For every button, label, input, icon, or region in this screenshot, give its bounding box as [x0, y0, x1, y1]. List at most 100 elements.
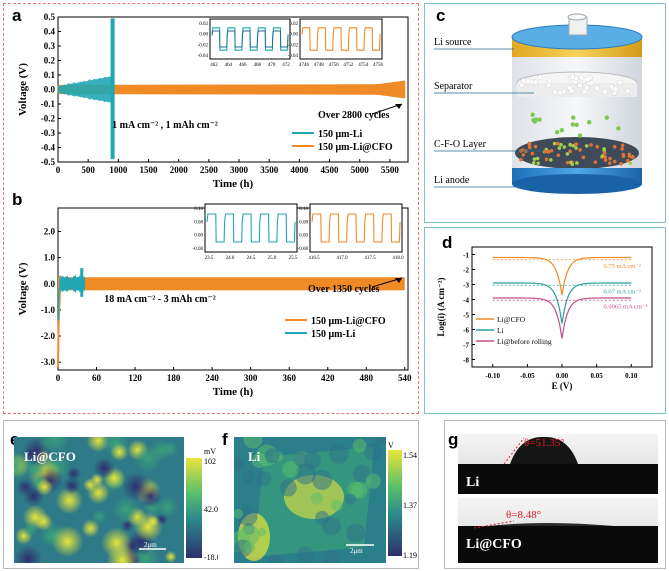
inset-x-tick-label: 417.5 [364, 256, 376, 261]
cfo-layer [515, 137, 639, 169]
cfo-particle [602, 148, 607, 153]
ion-particle [587, 120, 592, 125]
cfo-particle [612, 159, 617, 164]
x-tick-label: 480 [360, 373, 374, 383]
inset-y-tick-label: -0.02 [288, 43, 299, 48]
cfo-particle [521, 153, 526, 157]
y-tick-label: 0.3 [44, 41, 56, 51]
kpfm-map-li: Li 2μm [234, 437, 386, 563]
ion-particle [571, 115, 576, 120]
y-axis-label: Log(i) (A cm⁻²) [436, 278, 446, 337]
inset-x-tick-label: 464 [225, 63, 233, 68]
map-e-domain [93, 457, 116, 480]
y-tick-label: 0.5 [44, 12, 56, 22]
map-f-domain [268, 554, 283, 563]
cycles-annotation: Over 2800 cycles [318, 110, 390, 121]
inset-x-tick-label: 4756 [373, 63, 384, 68]
y-axis-label: Voltage (V) [17, 262, 29, 315]
ion-particle [532, 119, 538, 124]
y-tick-label: -7 [463, 342, 469, 350]
condition-label: 1 mA cm⁻² , 1 mAh cm⁻² [112, 120, 218, 131]
inset-y-tick-label: -0.08 [193, 247, 204, 252]
inset-x-tick-label: 418.0 [392, 256, 404, 261]
cfo-particle [621, 154, 626, 158]
map-f-domain [329, 443, 350, 464]
label-cfo-layer: C-F-O Layer [434, 139, 487, 150]
x-axis-label: E (V) [552, 381, 573, 391]
cfo-particle [620, 147, 624, 151]
y-tick-label: -1.0 [41, 305, 56, 315]
map-f-domain [257, 527, 267, 537]
separator-particle [569, 74, 576, 80]
inset-x-tick-label: 25.5 [289, 256, 298, 261]
separator-particle [588, 80, 594, 86]
map-f-domain [242, 471, 255, 484]
legend-label: Li@before rolling [497, 337, 552, 346]
inset-x-tick-label: 25.0 [268, 256, 277, 261]
y-tick-label: 2.0 [44, 227, 56, 237]
y-tick-label: 0.0 [44, 279, 56, 289]
ion-particle [570, 122, 575, 127]
x-tick-label: 120 [128, 373, 142, 383]
map-f-domain [237, 506, 258, 527]
inset-x-tick-label: 417.0 [336, 256, 348, 261]
cfo-particle [565, 152, 570, 156]
ion-particle [616, 126, 621, 131]
inset-y-tick-label: 0.00 [199, 33, 208, 38]
label-li-source: Li source [434, 37, 472, 48]
x-tick-label: 2000 [170, 165, 189, 175]
colorbar-f-min: 1.19 [403, 551, 417, 560]
map-f-domain [331, 499, 343, 512]
cfo-particle [528, 145, 532, 150]
terminal-top [567, 13, 587, 21]
tafel-curve-0 [492, 256, 632, 296]
kpfm-frame [3, 420, 419, 569]
separator-particle [566, 85, 573, 91]
contact-angle-frame [444, 420, 666, 569]
x-tick-label: 300 [244, 373, 258, 383]
inset-x-tick-label: 466 [239, 63, 247, 68]
y-tick-label: -0.5 [41, 157, 56, 167]
cfo-particle [620, 143, 625, 148]
inset-y-tick-label: 0.16 [299, 207, 308, 212]
map-f-domain [234, 457, 244, 470]
ion-particle [559, 128, 565, 133]
x-tick-label: 0 [56, 373, 61, 383]
map-f-domain [352, 464, 371, 483]
map-e-domain [55, 487, 83, 515]
colorbar-f: V 1.54 1.37 1.19 [388, 441, 417, 560]
inset-wave [311, 213, 401, 243]
x-tick-label: 420 [321, 373, 335, 383]
inset-x-tick-label: 23.5 [205, 256, 214, 261]
x-tick-label: 360 [282, 373, 296, 383]
inset-x-tick-label: 4754 [358, 63, 369, 68]
separator-particle [602, 89, 608, 95]
y-tick-label: -5 [463, 312, 469, 320]
cfo-particle [543, 149, 548, 154]
panel-label-d: d [442, 233, 453, 252]
li-substrate [458, 464, 658, 494]
x-axis-label: Time (h) [213, 386, 254, 398]
cell-schematic: Li source Separator C-F-O Layer Li anode [434, 13, 643, 194]
cfo-particle [612, 145, 617, 149]
cfo-particle [593, 160, 598, 164]
inset-y-tick-label: -0.08 [298, 247, 309, 252]
legend-label: Li [497, 326, 504, 335]
scalebar-e-label: 2μm [144, 541, 157, 549]
map-e-domain [138, 485, 162, 508]
inset-y-tick-label: 0.02 [199, 22, 208, 27]
x-tick-label: 3000 [230, 165, 249, 175]
cfo-particle [581, 155, 586, 160]
cfo-particle [627, 154, 632, 159]
colorbar-e-unit: mV [204, 447, 216, 456]
map-f-domain [322, 550, 340, 563]
cfo-particle [608, 156, 612, 161]
cfo-particle [584, 144, 589, 148]
cfo-particle [559, 142, 563, 147]
x-tick-label: 0.10 [625, 372, 638, 380]
map-e-domain [156, 495, 179, 518]
y-tick-label: -4 [463, 297, 469, 305]
map-f-domain [310, 492, 323, 505]
y-tick-label: -2.0 [41, 331, 56, 341]
